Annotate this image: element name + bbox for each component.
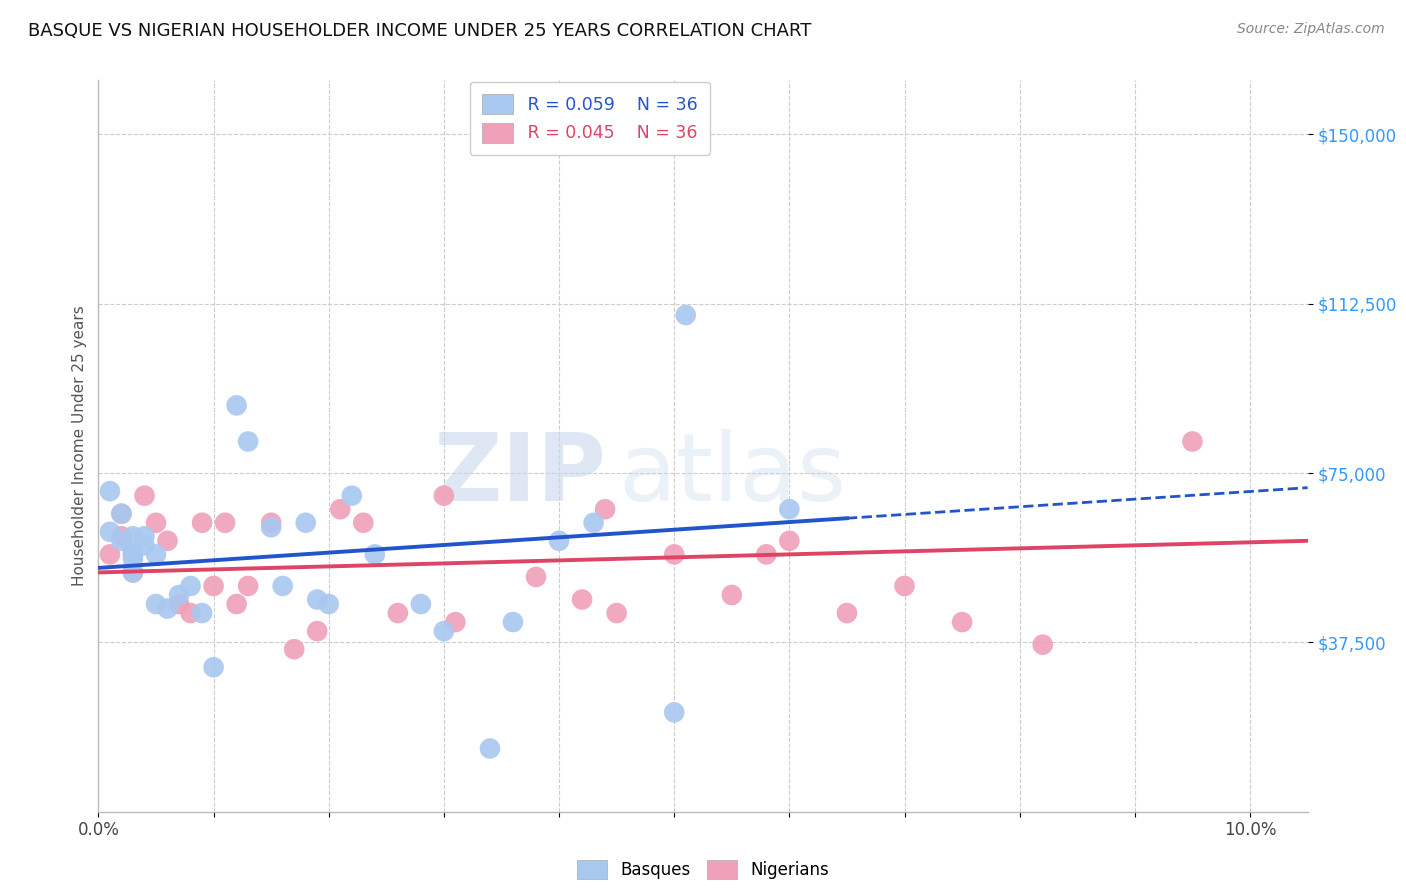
Point (409, 597, 432, 611)
Text: ZIP: ZIP (433, 429, 606, 521)
Point (145, 516, 167, 530)
Point (122, 547, 145, 561)
Point (156, 533, 179, 548)
Point (122, 566, 145, 580)
Point (260, 516, 283, 530)
Point (364, 547, 387, 561)
Point (548, 533, 571, 548)
Point (145, 597, 167, 611)
Text: Source: ZipAtlas.com: Source: ZipAtlas.com (1237, 22, 1385, 37)
Point (122, 542, 145, 557)
Point (122, 529, 145, 543)
Point (191, 606, 214, 620)
Point (307, 592, 329, 607)
Point (110, 507, 132, 521)
Point (167, 588, 190, 602)
Point (329, 502, 352, 516)
Point (122, 552, 145, 566)
Point (260, 520, 283, 534)
Point (582, 516, 605, 530)
Point (950, 615, 973, 629)
Point (110, 507, 132, 521)
Point (214, 516, 236, 530)
Point (387, 606, 409, 620)
Point (1032, 638, 1054, 652)
Point (134, 538, 156, 552)
Point (606, 606, 628, 620)
Point (98, 484, 121, 499)
Point (778, 533, 800, 548)
Point (180, 579, 202, 593)
Point (433, 489, 456, 503)
Point (236, 579, 259, 593)
Point (122, 566, 145, 580)
Point (167, 597, 190, 611)
Point (1181, 434, 1204, 449)
Point (225, 597, 247, 611)
Point (664, 547, 686, 561)
Point (340, 489, 363, 503)
Point (98, 524, 121, 539)
Point (664, 706, 686, 720)
Point (145, 547, 167, 561)
Text: atlas: atlas (619, 429, 846, 521)
Point (307, 624, 329, 639)
Point (675, 308, 697, 322)
Point (524, 570, 547, 584)
Point (502, 615, 524, 629)
Point (893, 579, 915, 593)
Point (156, 601, 179, 615)
Point (444, 615, 467, 629)
Point (433, 624, 456, 639)
Point (720, 588, 742, 602)
Point (98, 547, 121, 561)
Point (134, 529, 156, 543)
Point (778, 502, 800, 516)
Point (110, 533, 132, 548)
Point (180, 606, 202, 620)
Point (110, 529, 132, 543)
Point (191, 516, 214, 530)
Point (202, 660, 225, 674)
Point (236, 434, 259, 449)
Point (225, 398, 247, 412)
Point (352, 516, 374, 530)
Point (283, 642, 305, 657)
Point (755, 547, 778, 561)
Legend: Basques, Nigerians: Basques, Nigerians (568, 852, 838, 888)
Point (571, 592, 593, 607)
Y-axis label: Householder Income Under 25 years: Householder Income Under 25 years (72, 306, 87, 586)
Point (835, 606, 858, 620)
Point (318, 597, 340, 611)
Point (294, 516, 316, 530)
Text: BASQUE VS NIGERIAN HOUSEHOLDER INCOME UNDER 25 YEARS CORRELATION CHART: BASQUE VS NIGERIAN HOUSEHOLDER INCOME UN… (28, 22, 811, 40)
Point (122, 547, 145, 561)
Point (202, 579, 225, 593)
Point (134, 489, 156, 503)
Point (478, 741, 501, 756)
Point (271, 579, 294, 593)
Point (593, 502, 616, 516)
